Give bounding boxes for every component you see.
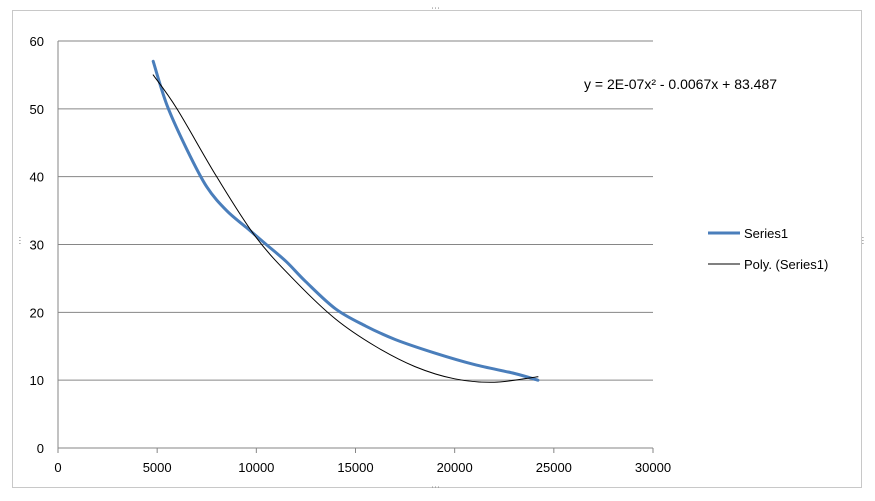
y-tick-label-30: 30 — [30, 238, 44, 253]
annotations: y = 2E-07x² - 0.0067x + 83.487 — [584, 76, 777, 92]
resize-handle-right[interactable]: ⋯ — [857, 236, 867, 244]
y-tick-label-60: 60 — [30, 34, 44, 49]
x-tick-label-0: 0 — [54, 460, 61, 475]
axes — [57, 41, 654, 453]
legend: Series1 Poly. (Series1) — [708, 226, 828, 272]
y-tick-label-0: 0 — [37, 441, 44, 456]
y-axis-tick-labels: 0 10 20 30 40 50 60 — [30, 34, 44, 456]
legend-label-series1: Series1 — [744, 226, 788, 241]
chart-area[interactable] — [12, 10, 862, 488]
y-tick-label-10: 10 — [30, 373, 44, 388]
x-tick-label-20000: 20000 — [437, 460, 473, 475]
y-tick-label-40: 40 — [30, 170, 44, 185]
resize-handle-bottom[interactable]: ⋯ — [431, 483, 440, 493]
trendline-poly-series1 — [152, 74, 539, 383]
x-tick-label-30000: 30000 — [635, 460, 671, 475]
x-tick-label-10000: 10000 — [238, 460, 274, 475]
legend-label-poly-series1: Poly. (Series1) — [744, 257, 828, 272]
y-tick-label-50: 50 — [30, 102, 44, 117]
plot-lines — [151, 59, 540, 383]
x-axis-tick-labels: 0 5000 10000 15000 20000 25000 30000 — [54, 460, 671, 475]
x-tick-label-15000: 15000 — [337, 460, 373, 475]
x-tick-label-25000: 25000 — [536, 460, 572, 475]
x-tick-label-5000: 5000 — [143, 460, 172, 475]
y-tick-label-20: 20 — [30, 305, 44, 320]
series1-line — [151, 59, 540, 382]
gridlines — [58, 40, 653, 449]
resize-handle-left[interactable]: ⋯ — [14, 236, 24, 244]
resize-handle-top[interactable]: ⋯ — [431, 4, 440, 14]
trendline-equation: y = 2E-07x² - 0.0067x + 83.487 — [584, 76, 777, 92]
